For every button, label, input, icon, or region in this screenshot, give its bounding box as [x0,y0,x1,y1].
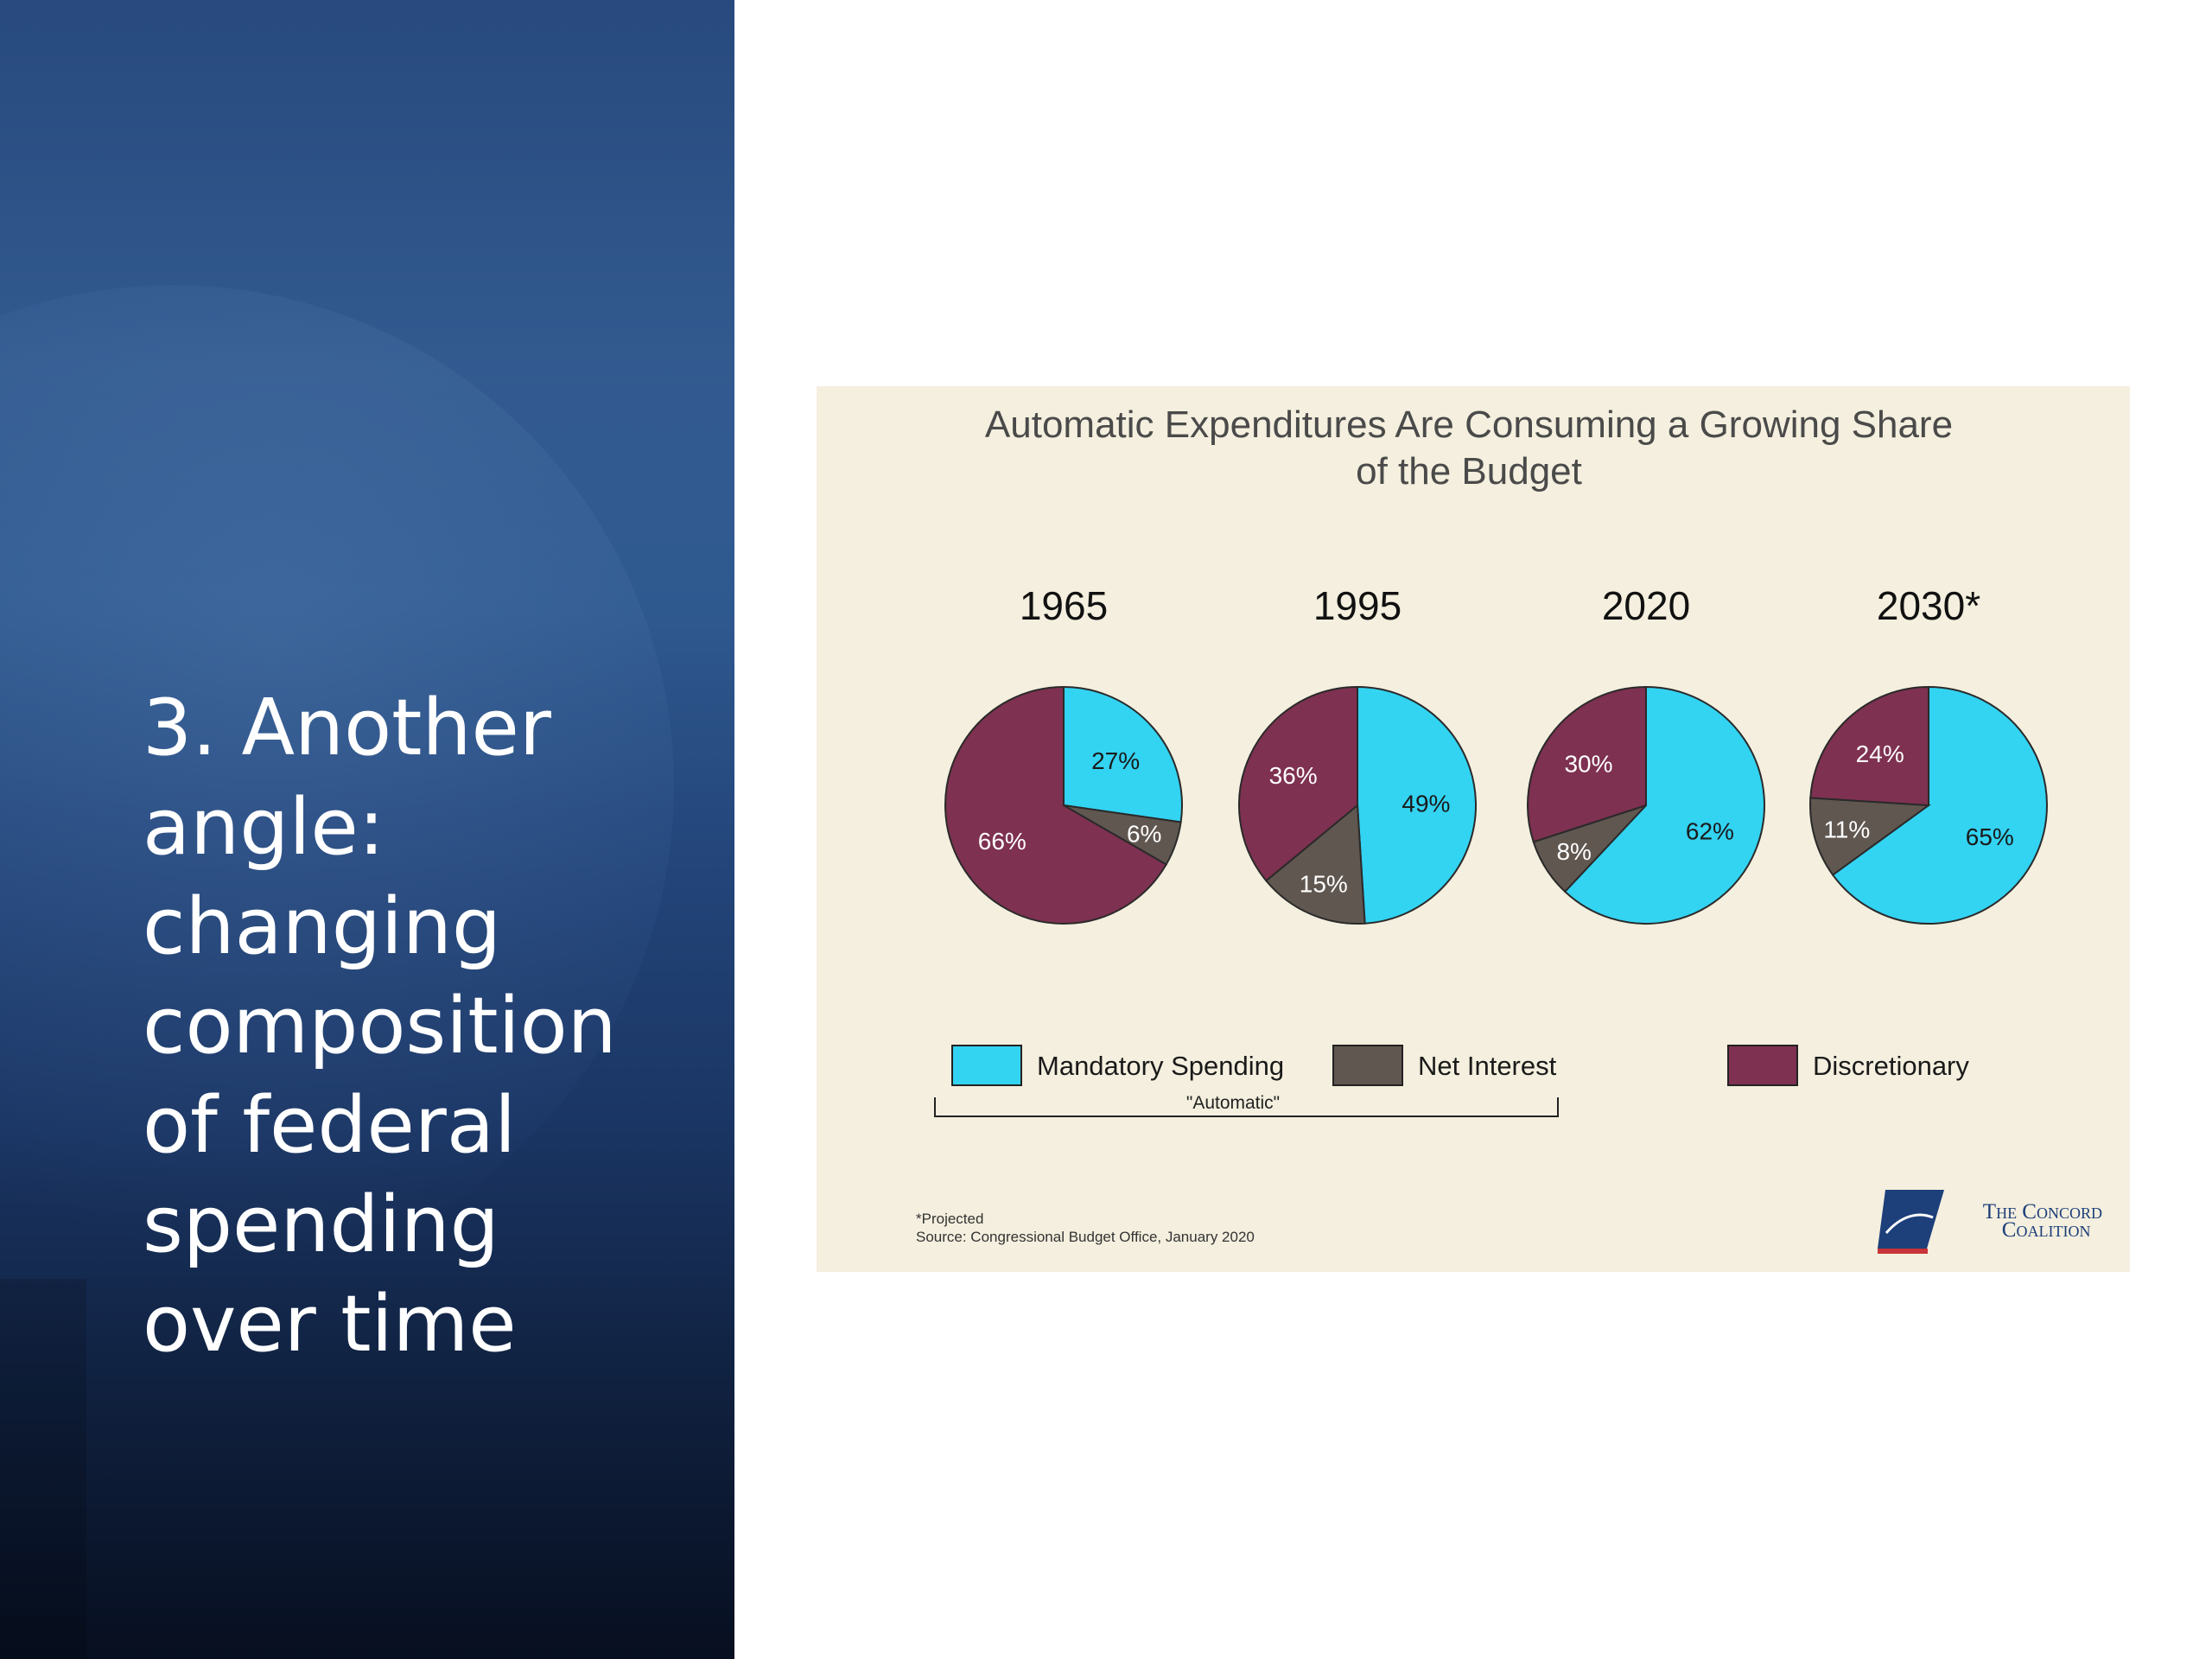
logo-line-1: The Concord [1982,1200,2102,1224]
pie-value-label-discretionary-2020: 30% [1564,751,1612,778]
background-band [0,0,734,607]
pie-slice-net-interest-2030 [1809,797,1931,876]
pie-value-label-discretionary-1995: 36% [1269,762,1318,789]
pie-year-label-0: 1965 [1020,583,1108,628]
pie-slice-discretionary-2020 [1527,685,1647,843]
pie-slice-discretionary-2030 [1809,685,1929,807]
legend-automatic-bracket [934,1097,1559,1117]
pie-value-label-net-interest-2020: 8% [1556,838,1591,865]
pie-value-label-net-interest-1965: 6% [1127,820,1161,847]
legend-swatch-net-interest [1332,1045,1403,1086]
pie-slice-net-interest-1995 [1265,803,1366,925]
legend-swatch-discretionary [1727,1045,1798,1086]
legend-label-net-interest: Net Interest [1418,1051,1557,1081]
slide-title-panel: 3. Another angle: changing composition o… [0,0,734,1659]
background-shade [0,1279,86,1659]
pie-slice-mandatory-1995 [1357,685,1477,925]
pie-value-label-discretionary-1965: 66% [978,828,1027,855]
pie-value-label-discretionary-2030: 24% [1856,741,1904,767]
pie-value-label-mandatory-2030: 65% [1966,823,2014,850]
legend-swatch-mandatory [951,1045,1022,1086]
pie-year-label-1: 1995 [1313,583,1402,628]
chart-title-line-1: Automatic Expenditures Are Consuming a G… [985,404,1953,446]
pie-chart-figure: Automatic Expenditures Are Consuming a G… [916,404,2048,1254]
pie-slice-mandatory-2030 [1831,685,2048,925]
pie-value-label-mandatory-1965: 27% [1091,747,1140,774]
pie-slice-mandatory-2020 [1563,685,1765,925]
legend-label-mandatory: Mandatory Spending [1037,1051,1284,1081]
pie-slice-discretionary-1965 [944,685,1168,925]
pie-value-label-mandatory-1995: 49% [1402,791,1450,817]
footnote-projected: *Projected [916,1211,983,1227]
concord-coalition-logo: The Concord Coalition [1982,1200,2102,1242]
pie-value-label-mandatory-2020: 62% [1686,817,1734,844]
concord-coalition-logo-mark [1878,1190,1944,1254]
chart-title-line-2: of the Budget [1356,450,1582,493]
slide-title: 3. Another angle: changing composition o… [143,683,617,1370]
pie-group: 1965 27% 6% 66% 1995 49% 15% 36% 2020 62% 8% 30% 203… [944,583,2048,925]
logo-line-2: Coalition [2001,1218,2091,1242]
chart-panel: Automatic Expenditures Are Consuming a G… [817,386,2130,1272]
chart-source: Source: Congressional Budget Office, Jan… [916,1229,1255,1245]
pie-value-label-net-interest-1995: 15% [1300,871,1348,898]
legend-label-discretionary: Discretionary [1813,1051,1969,1081]
pie-slice-mandatory-1965 [1063,685,1184,823]
pie-year-label-2: 2020 [1602,583,1690,628]
pie-slice-discretionary-1995 [1238,685,1358,882]
pie-year-label-3: 2030* [1877,583,1980,628]
legend-automatic-label: "Automatic" [1186,1093,1280,1113]
pie-value-label-net-interest-2030: 11% [1823,817,1870,843]
